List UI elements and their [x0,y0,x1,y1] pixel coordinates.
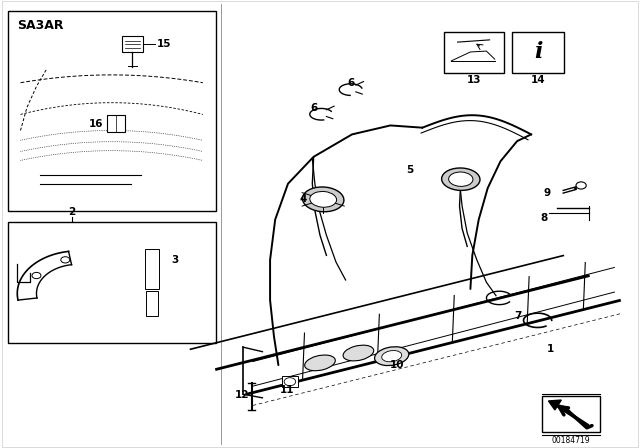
Text: 4: 4 [299,194,307,204]
Circle shape [284,378,296,386]
Ellipse shape [442,168,480,190]
Text: 11: 11 [280,385,294,395]
Bar [107,115,125,132]
Bar [8,11,216,211]
Text: 9: 9 [543,188,551,198]
Text: 00184719: 00184719 [552,436,590,445]
Circle shape [32,272,41,279]
Text: 8: 8 [540,213,548,223]
Text: 5: 5 [406,165,413,175]
Bar [512,32,564,73]
Text: 6: 6 [347,78,355,88]
Ellipse shape [303,187,344,212]
Text: 15: 15 [157,39,172,49]
Text: 10: 10 [390,360,404,370]
Text: 1: 1 [547,345,554,354]
Text: 14: 14 [531,75,545,85]
Ellipse shape [381,350,402,362]
Ellipse shape [310,191,337,207]
Bar [542,396,600,432]
Text: 6: 6 [310,103,317,113]
Bar [8,222,216,343]
Text: 16: 16 [89,119,104,129]
Circle shape [576,182,586,189]
Bar [444,32,504,73]
Circle shape [61,257,70,263]
Text: 13: 13 [467,75,481,85]
Bar [145,249,159,289]
Polygon shape [548,400,561,410]
Text: 7: 7 [515,311,522,321]
Ellipse shape [449,172,473,186]
Text: 2: 2 [68,207,76,217]
Ellipse shape [374,347,409,366]
Bar [146,291,158,316]
Bar [122,36,143,52]
Text: SA3AR: SA3AR [17,19,64,32]
Text: i: i [534,40,543,63]
Text: 12: 12 [235,390,249,400]
Text: 3: 3 [171,255,178,265]
Ellipse shape [305,355,335,371]
Ellipse shape [343,345,374,361]
Bar [282,376,298,387]
